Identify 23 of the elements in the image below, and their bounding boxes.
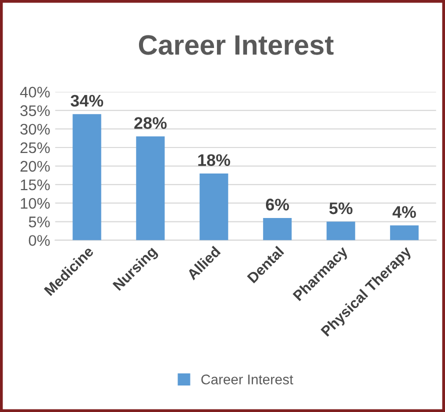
bar	[390, 225, 419, 240]
bar	[200, 173, 228, 240]
bar	[72, 114, 102, 240]
bar	[326, 222, 356, 240]
y-tick-label: 25%	[20, 142, 50, 154]
data-label: 5%	[329, 202, 352, 214]
y-tick-label: 30%	[20, 124, 50, 135]
data-label: 6%	[266, 198, 289, 210]
y-tick-label: 10%	[20, 198, 50, 209]
y-tick-label: 20%	[20, 160, 50, 172]
y-tick-label: 15%	[20, 180, 50, 190]
y-tick-label: 35%	[20, 105, 50, 116]
chart-title: Career Interest	[138, 35, 334, 55]
y-tick-label: 40%	[20, 86, 50, 98]
bar	[136, 136, 165, 240]
data-label: 18%	[198, 154, 230, 166]
data-label: 4%	[392, 206, 416, 218]
y-tick-label: 0%	[28, 235, 50, 246]
data-label: 34%	[70, 94, 104, 107]
legend-label: Career Interest	[201, 374, 294, 384]
data-label: 28%	[134, 117, 167, 129]
bar	[263, 218, 292, 240]
y-tick-label: 5%	[28, 216, 50, 228]
